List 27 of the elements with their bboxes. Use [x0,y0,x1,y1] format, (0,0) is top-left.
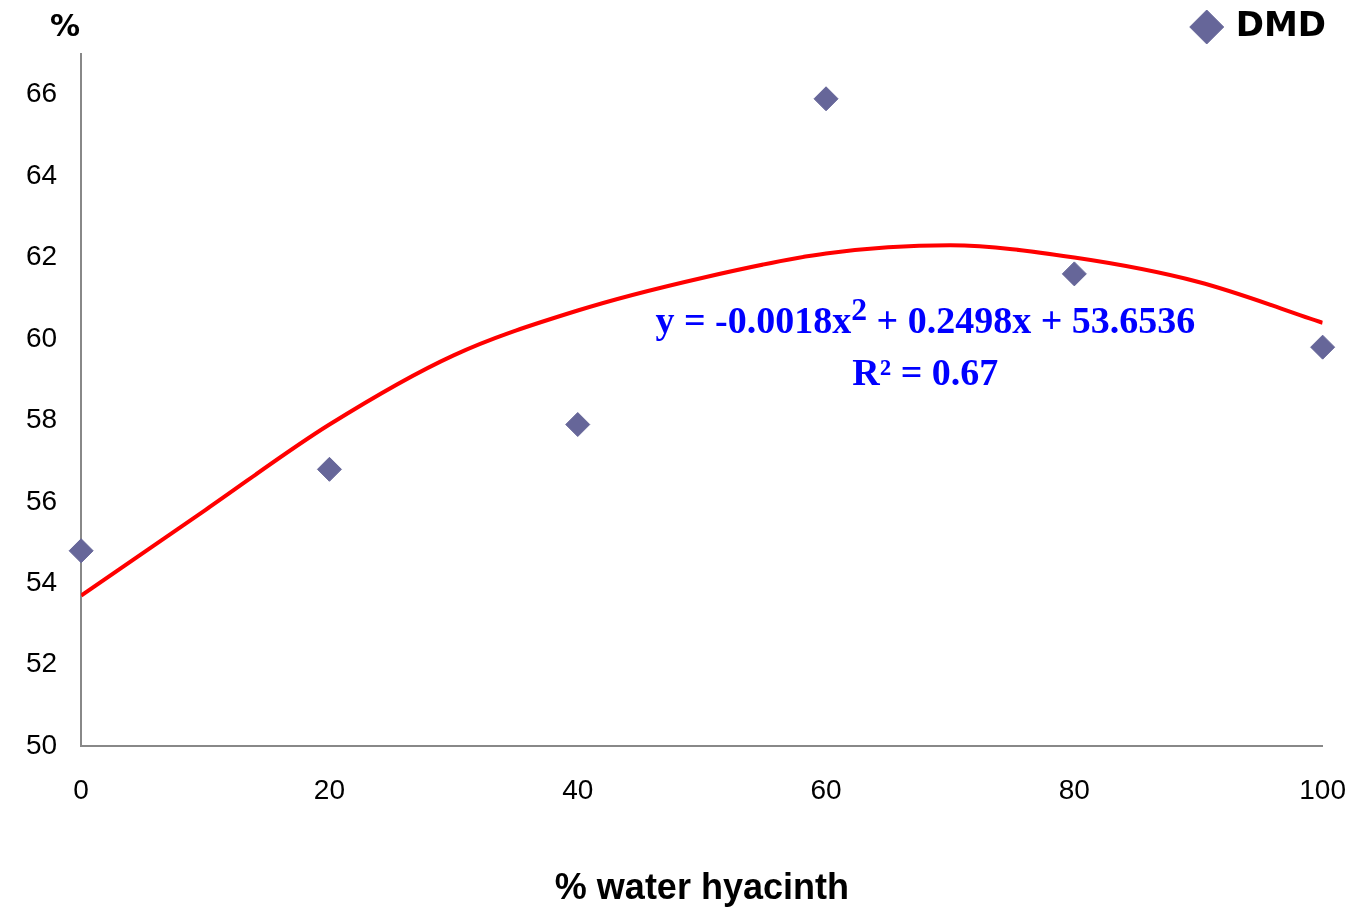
legend-label: DMD [1235,3,1326,44]
x-tick-label: 40 [562,773,594,805]
y-tick-label: 62 [25,240,58,272]
x-tick-label: 0 [73,773,89,805]
annotation: y = -0.0018x$^{2}$ + 0.2498x + 53.6536 [655,291,1196,343]
x-tick-label: 60 [810,773,842,805]
point [813,86,839,112]
y-tick-label: 64 [25,158,58,190]
line-series [81,243,1323,598]
y-tick-label: 54 [25,566,58,598]
y-tick-label: 52 [25,647,58,679]
point [316,456,342,482]
y-tick-label: 58 [25,403,58,435]
point [565,412,591,438]
x-tick-label: 80 [1058,773,1090,805]
y-tick-label: 60 [25,321,58,353]
y-axis-title: % [50,8,81,43]
point [1061,261,1087,287]
x-tick-label: 100 [1299,773,1346,805]
annotation: R² = 0.67 [852,350,999,395]
y-tick-label: 56 [25,484,58,516]
y-tick-label: 66 [25,77,58,109]
x-axis-title: % water hyacinth [554,866,849,908]
point [68,538,94,564]
x-tick-label: 20 [313,773,346,805]
y-tick-label: 50 [25,728,58,760]
point [1310,334,1336,360]
